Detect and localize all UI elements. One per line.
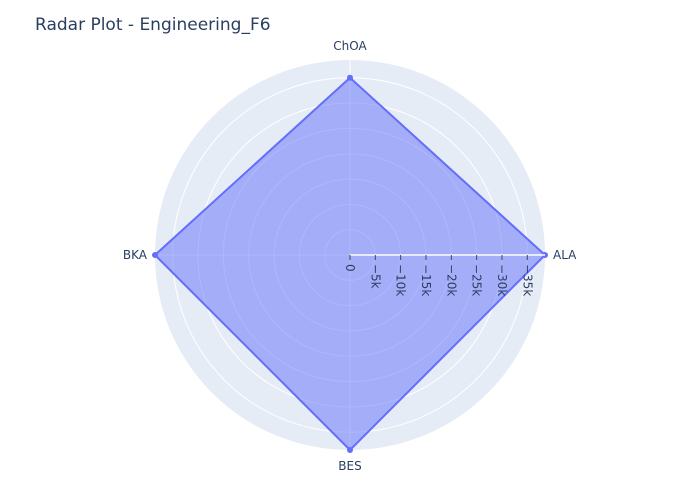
- radial-tick-label: −10k: [394, 264, 408, 296]
- data-point-bka: [152, 252, 158, 258]
- polar-plot-area: 0 −5k −10k −15k −20k −25k −30k −35k ALA ChOA BKA BE…: [123, 39, 577, 473]
- radial-tick-label: −20k: [444, 264, 458, 296]
- radial-tick-label: −30k: [495, 264, 509, 296]
- radial-tick-label: −5k: [368, 264, 382, 289]
- radial-tick-label: 0: [343, 264, 357, 272]
- category-label-ala: ALA: [553, 248, 577, 262]
- category-label-bka: BKA: [123, 248, 148, 262]
- chart-title: Radar Plot - Engineering_F6: [35, 15, 271, 35]
- data-point-bes: [347, 447, 353, 453]
- data-point-choa: [347, 74, 353, 81]
- radial-tick-label: −25k: [470, 264, 484, 296]
- radial-tick-label: −15k: [419, 264, 433, 296]
- category-label-choa: ChOA: [333, 39, 367, 53]
- category-label-bes: BES: [338, 459, 361, 473]
- radial-tick-label: −35k: [520, 264, 534, 296]
